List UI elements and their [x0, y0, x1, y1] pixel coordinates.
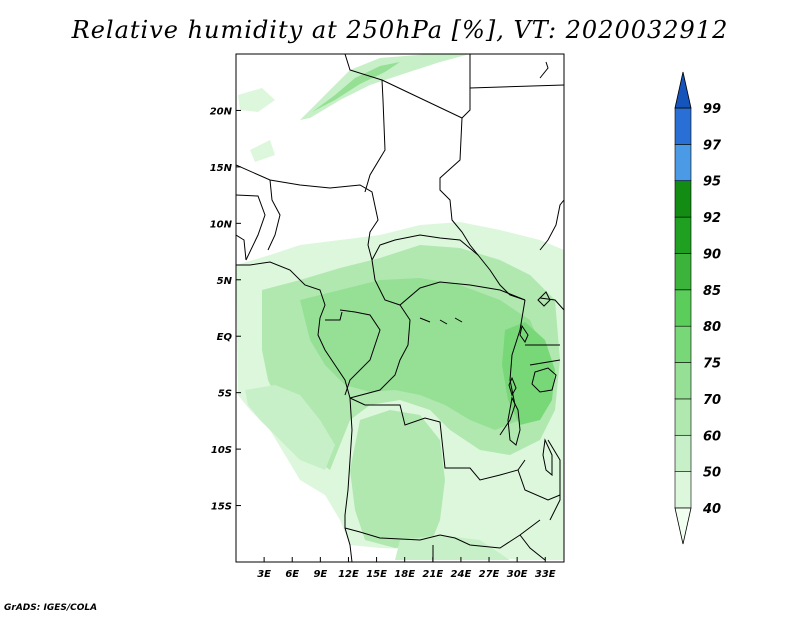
colorbar-label: 80	[703, 320, 721, 335]
lon-tick-label: 27E	[479, 569, 500, 580]
colorbar-segment	[674, 362, 692, 400]
humidity-patch-central-core	[300, 278, 545, 430]
colorbar-label: 85	[703, 284, 721, 299]
lon-tick-label: 21E	[422, 569, 443, 580]
colorbar-segment	[674, 289, 692, 327]
colorbar-segment	[674, 471, 692, 509]
border-central-3	[339, 309, 381, 396]
colorbar-label: 75	[703, 357, 721, 372]
border-east-5	[539, 199, 564, 251]
lake-turkana	[537, 291, 551, 307]
border-north-4	[439, 117, 526, 301]
lat-tick-label: 5S	[218, 389, 232, 400]
lon-tick-label: 18E	[394, 569, 415, 580]
border-west-3	[236, 234, 247, 261]
colorbar-segment	[674, 398, 692, 436]
humidity-patch-southwest	[245, 385, 335, 470]
colorbar-label: 95	[703, 175, 721, 190]
colorbar-segment	[674, 253, 692, 291]
lake-tanganyika	[507, 396, 521, 446]
river-congo	[419, 317, 463, 325]
red-sea-coast	[539, 61, 549, 79]
lake-victoria	[531, 367, 557, 393]
border-east-1	[499, 299, 526, 436]
lat-tick-label: 10N	[210, 219, 233, 230]
lake-malawi	[542, 438, 553, 477]
lon-tick-label: 33E	[535, 569, 556, 580]
lat-tick-label: 10S	[211, 445, 232, 456]
country-borders	[236, 54, 564, 562]
colorbar-segment	[674, 144, 692, 182]
border-southeast-2	[517, 469, 561, 501]
coastline-west	[236, 261, 353, 562]
lon-tick-label: 15E	[366, 569, 387, 580]
colorbar-label: 92	[703, 211, 721, 226]
colorbar-label: 90	[703, 247, 721, 262]
border-north-2	[381, 54, 471, 119]
border-north-3	[469, 84, 564, 89]
colorbar-label: 50	[703, 466, 721, 481]
border-central-1	[371, 234, 479, 261]
colorbar-upper-triangle	[674, 71, 692, 109]
lon-tick-label: 3E	[257, 569, 271, 580]
border-south-4	[519, 534, 546, 561]
border-central-6	[349, 397, 526, 481]
colorbar-segment	[674, 325, 692, 363]
lon-tick-label: 24E	[451, 569, 472, 580]
lat-tick-label: EQ	[217, 332, 233, 343]
colorbar-lower-triangle	[674, 507, 692, 545]
humidity-patch-east-core	[502, 322, 555, 425]
colorbar-label: 40	[702, 502, 721, 517]
colorbar: 40 50 60 70 75 80 85 90 92 95 97 99	[674, 71, 722, 545]
border-west-2	[236, 194, 266, 261]
border-southeast-1	[547, 439, 561, 521]
colorbar-segment	[674, 216, 692, 254]
humidity-patch-northwest	[238, 88, 275, 112]
border-central-5	[325, 311, 343, 321]
colorbar-label: 99	[703, 102, 721, 117]
lat-tick-label: 20N	[210, 106, 233, 117]
border-central-4	[349, 304, 411, 399]
map-title: Relative humidity at 250hPa [%], VT: 202…	[71, 16, 729, 44]
border-south-2	[439, 519, 541, 549]
colorbar-segment	[674, 434, 692, 472]
border-north-1	[344, 54, 386, 193]
colorbar-label: 60	[703, 429, 721, 444]
grads-credit: GrADS: IGES/COLA	[4, 603, 98, 613]
border-north-5	[236, 164, 379, 261]
colorbar-segment	[674, 107, 692, 145]
border-south-1	[344, 527, 441, 541]
lon-tick-label: 30E	[507, 569, 528, 580]
lat-tick-label: 5N	[217, 276, 233, 287]
humidity-patch-south-mid	[350, 410, 445, 548]
colorbar-label: 70	[703, 393, 721, 408]
lake-albert	[519, 324, 529, 344]
border-east-2	[539, 297, 564, 311]
latitude-ticks: 20N 15N 10N 5N EQ 5S 10S 15S	[210, 106, 241, 513]
humidity-patch-sahel	[250, 140, 275, 162]
lon-tick-label: 6E	[285, 569, 299, 580]
longitude-ticks: 3E 6E 9E 12E 15E 18E 21E 24E 27E 30E 33E	[257, 557, 556, 580]
lake-kivu	[508, 376, 517, 397]
map-frame	[235, 53, 565, 563]
lat-tick-label: 15S	[211, 502, 232, 513]
humidity-patch-south-tail	[395, 535, 510, 560]
border-central-2	[371, 259, 526, 306]
humidity-patch-north-core	[312, 62, 400, 112]
humidity-shading	[236, 54, 564, 560]
border-west-1	[267, 179, 281, 251]
lon-tick-label: 9E	[313, 569, 327, 580]
lat-tick-label: 15N	[210, 163, 233, 174]
border-east-4	[529, 359, 561, 366]
colorbar-label: 97	[703, 138, 722, 153]
lon-tick-label: 12E	[338, 569, 359, 580]
colorbar-segment	[674, 180, 692, 218]
